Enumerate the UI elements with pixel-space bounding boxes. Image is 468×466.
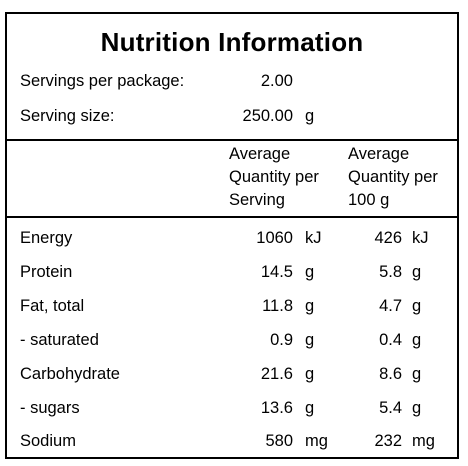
per-serving-unit: mg: [305, 432, 328, 450]
table-row: Fat, total 11.8 g 4.7 g: [7, 292, 457, 322]
table-row: Energy 1060 kJ 426 kJ: [7, 224, 457, 254]
table-divider: [7, 216, 457, 218]
per-serving-value: 0.9: [270, 331, 293, 349]
panel-title: Nutrition Information: [100, 27, 364, 57]
per-serving-value: 1060: [256, 229, 293, 247]
servings-label: Servings per package:: [20, 72, 185, 90]
column-header-line: Serving: [229, 191, 285, 209]
table-row: Protein 14.5 g 5.8 g: [7, 258, 457, 288]
nutrient-name: Fat, total: [20, 297, 85, 315]
per-100g-unit: g: [412, 297, 422, 315]
per-serving-unit: g: [305, 399, 315, 417]
per-100g-unit: g: [412, 365, 422, 383]
nutrient-name: Carbohydrate: [20, 365, 120, 383]
per-serving-unit: kJ: [305, 229, 322, 247]
nutrient-name: Sodium: [20, 432, 76, 450]
serving-size-unit: g: [305, 107, 315, 125]
column-header-per-serving: Average Quantity per Serving: [229, 143, 319, 212]
per-100g-value: 232: [374, 432, 402, 450]
per-100g-unit: g: [412, 331, 422, 349]
table-row: - saturated 0.9 g 0.4 g: [7, 326, 457, 356]
per-100g-value: 0.4: [379, 331, 402, 349]
column-header-line: Quantity per: [348, 168, 438, 186]
per-100g-unit: kJ: [412, 229, 429, 247]
per-100g-unit: g: [412, 399, 422, 417]
per-serving-value: 21.6: [260, 365, 293, 383]
per-100g-unit: g: [412, 263, 422, 281]
column-header-line: 100 g: [348, 191, 390, 209]
per-serving-value: 13.6: [260, 399, 293, 417]
column-header-line: Average: [348, 145, 410, 163]
per-100g-value: 5.8: [379, 263, 402, 281]
per-serving-value: 11.8: [262, 297, 293, 315]
table-row: Carbohydrate 21.6 g 8.6 g: [7, 360, 457, 390]
column-header-line: Quantity per: [229, 168, 319, 186]
serving-size-value: 250.00: [242, 107, 293, 125]
nutrient-name: Energy: [20, 229, 73, 247]
servings-value: 2.00: [260, 72, 293, 90]
nutrition-panel: Nutrition Information Servings per packa…: [5, 12, 459, 459]
table-row: - sugars 13.6 g 5.4 g: [7, 394, 457, 424]
per-100g-value: 426: [374, 229, 402, 247]
nutrient-name: - sugars: [20, 399, 80, 417]
per-serving-unit: g: [305, 331, 315, 349]
per-serving-unit: g: [305, 297, 315, 315]
per-100g-unit: mg: [412, 432, 435, 450]
per-100g-value: 8.6: [379, 365, 402, 383]
column-header-line: Average: [229, 145, 291, 163]
serving-size-label: Serving size:: [20, 107, 115, 125]
per-100g-value: 4.7: [379, 297, 402, 315]
table-row: Sodium 580 mg 232 mg: [7, 427, 457, 457]
per-serving-unit: g: [305, 263, 315, 281]
per-serving-value: 14.5: [260, 263, 293, 281]
per-100g-value: 5.4: [379, 399, 402, 417]
per-serving-unit: g: [305, 365, 315, 383]
nutrient-name: Protein: [20, 263, 73, 281]
nutrient-name: - saturated: [20, 331, 99, 349]
per-serving-value: 580: [265, 432, 293, 450]
column-header-per-100g: Average Quantity per 100 g: [348, 143, 438, 212]
header-divider: [7, 139, 457, 141]
